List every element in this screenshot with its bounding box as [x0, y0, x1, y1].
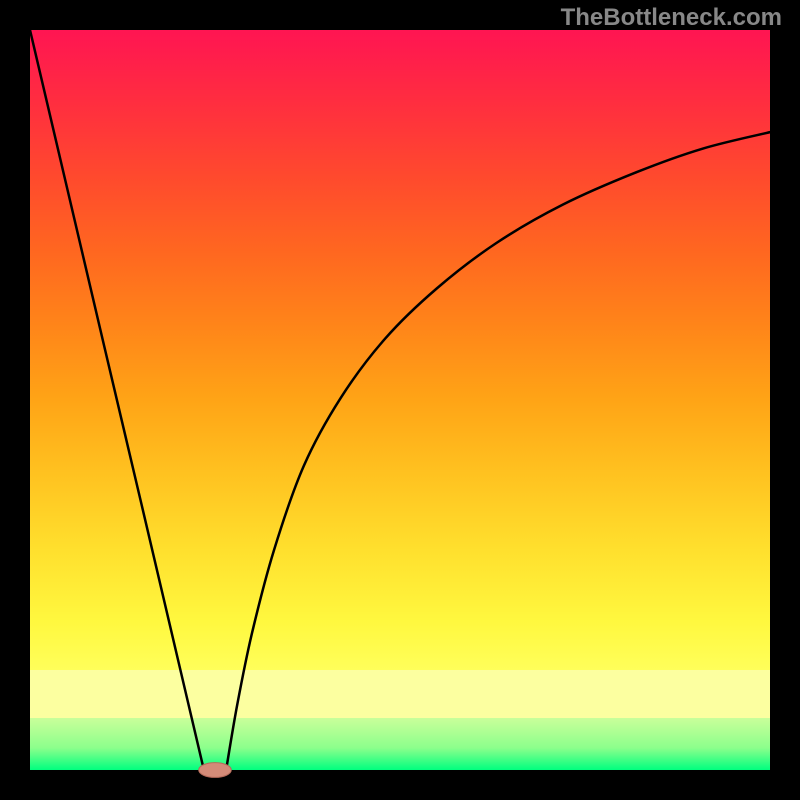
plot-background — [30, 30, 770, 770]
watermark-label: TheBottleneck.com — [561, 4, 782, 32]
bottleneck-marker — [199, 763, 232, 778]
bottleneck-chart — [0, 0, 800, 800]
chart-container: TheBottleneck.com — [0, 0, 800, 800]
